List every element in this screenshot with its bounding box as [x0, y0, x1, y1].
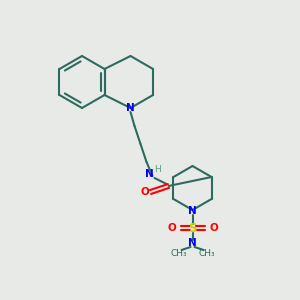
Text: CH₃: CH₃: [170, 250, 187, 259]
Text: CH₃: CH₃: [198, 250, 215, 259]
Text: N: N: [126, 103, 135, 113]
Text: H: H: [154, 164, 161, 173]
Text: O: O: [167, 223, 176, 233]
Text: N: N: [188, 238, 197, 248]
Text: N: N: [188, 206, 197, 216]
Text: N: N: [145, 169, 154, 179]
Text: O: O: [209, 223, 218, 233]
Text: S: S: [188, 221, 197, 235]
Text: O: O: [140, 187, 149, 197]
